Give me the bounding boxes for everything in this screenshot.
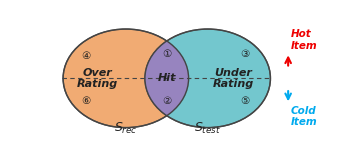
Text: ①: ① xyxy=(163,49,172,59)
Text: ③: ③ xyxy=(240,49,249,59)
Ellipse shape xyxy=(63,29,189,128)
Text: Hit: Hit xyxy=(158,73,177,83)
Text: ⑤: ⑤ xyxy=(240,96,249,105)
Text: $S_{test}$: $S_{test}$ xyxy=(194,121,221,136)
Text: Hot
Item: Hot Item xyxy=(291,29,318,51)
Ellipse shape xyxy=(145,29,270,128)
Text: Cold
Item: Cold Item xyxy=(291,106,318,127)
Text: ⑥: ⑥ xyxy=(82,96,91,105)
Text: $S_{rec}$: $S_{rec}$ xyxy=(114,121,138,136)
Text: Under
Rating: Under Rating xyxy=(213,68,254,89)
Text: ②: ② xyxy=(163,96,172,105)
Text: Over
Rating: Over Rating xyxy=(77,68,118,89)
Text: ④: ④ xyxy=(82,51,91,61)
Ellipse shape xyxy=(145,29,270,128)
